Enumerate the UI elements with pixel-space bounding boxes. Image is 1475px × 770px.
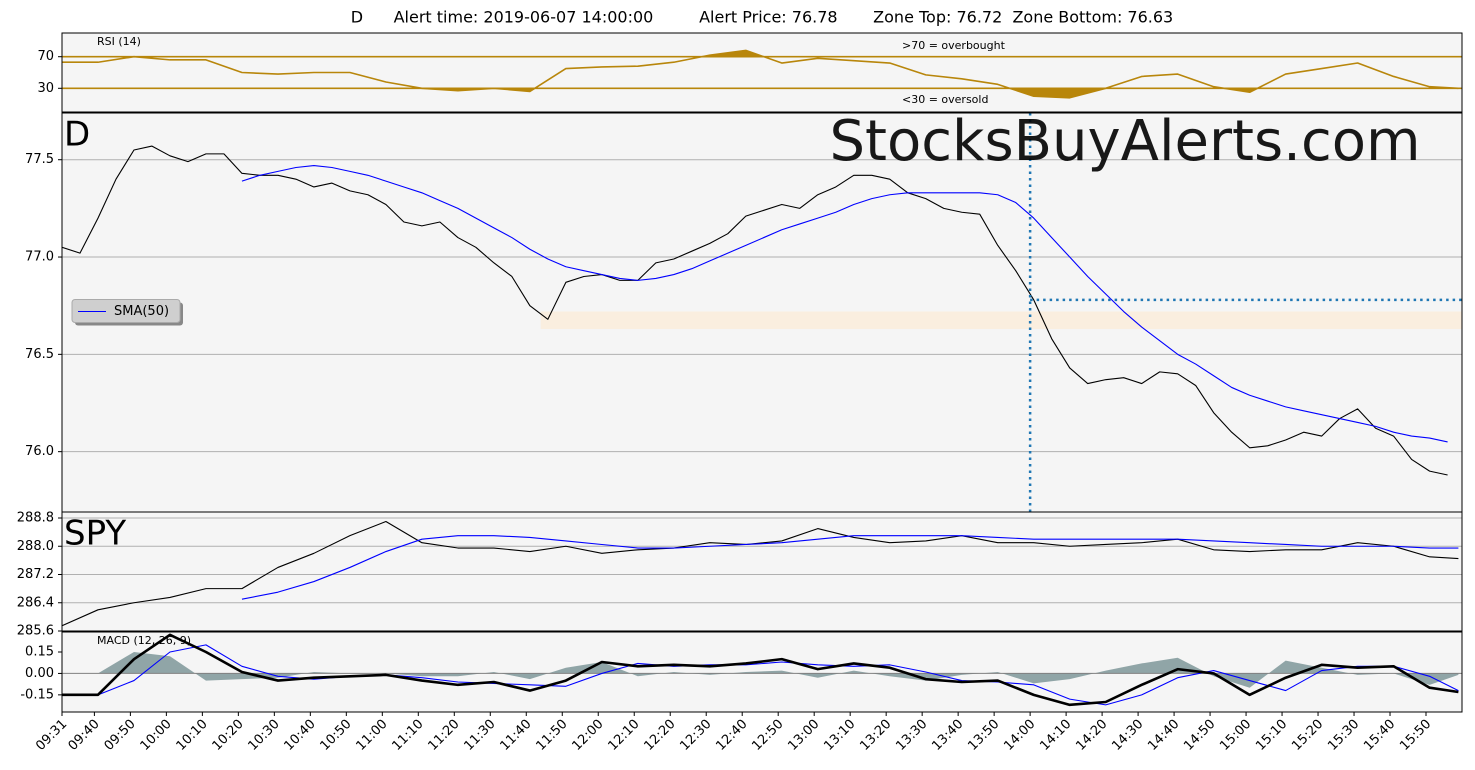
panel-label: RSI (14) [97, 35, 141, 48]
x-tick-label: 10:30 [246, 717, 283, 754]
y-tick-label: 288.8 [17, 511, 54, 526]
series-line [241, 165, 1448, 443]
y-tick-label: 77.5 [25, 152, 54, 167]
series-line [62, 633, 1459, 707]
panel-label: D [64, 115, 90, 155]
y-tick-label: 76.5 [25, 347, 54, 362]
x-tick-label: 09:40 [66, 717, 103, 754]
panel-background [62, 33, 1462, 112]
y-tick-label: 76.0 [25, 444, 54, 459]
plot-area [62, 49, 1462, 99]
x-tick-label: 11:50 [533, 717, 570, 754]
x-tick-label: 11:20 [425, 717, 462, 754]
x-tick-label: 15:00 [1217, 717, 1254, 754]
watermark: StocksBuyAlerts.com [829, 109, 1420, 174]
x-tick-label: 10:40 [282, 717, 319, 754]
series-line [62, 644, 1459, 706]
y-tick-label: 285.6 [17, 624, 54, 639]
x-tick-label: 09:50 [102, 717, 139, 754]
x-tick-label: 15:10 [1253, 717, 1290, 754]
series-line [62, 49, 1459, 99]
panel-frame [61, 631, 1463, 713]
series-line [241, 535, 1459, 600]
y-tick-label: 287.2 [17, 567, 54, 582]
x-tick-label: 14:10 [1037, 717, 1074, 754]
x-tick-label: 12:50 [749, 717, 786, 754]
plot-area [62, 517, 1462, 631]
x-tick-label: 13:20 [857, 717, 894, 754]
x-tick-label: 15:30 [1325, 717, 1362, 754]
x-tick-label: 15:20 [1289, 717, 1326, 754]
y-tick-label: 0.00 [25, 666, 54, 681]
x-tick-label: 15:50 [1397, 717, 1434, 754]
annotation: >70 = overbought [902, 39, 1006, 52]
panel-frame [61, 32, 1463, 113]
panel-label: MACD (12, 26, 9) [97, 634, 191, 647]
x-tick-label: 12:20 [641, 717, 678, 754]
y-tick-label: 30 [37, 81, 54, 96]
x-tick-label: 10:00 [138, 717, 175, 754]
y-tick-label: 0.15 [25, 645, 54, 660]
x-tick-label: 10:10 [174, 717, 211, 754]
x-tick-label: 12:30 [677, 717, 714, 754]
annotation: <30 = oversold [902, 93, 988, 106]
x-tick-label: 15:40 [1361, 717, 1398, 754]
legend-box [71, 299, 181, 323]
chart-title: D Alert time: 2019-06-07 14:00:00 Alert … [351, 8, 1173, 27]
x-tick-label: 13:50 [965, 717, 1002, 754]
x-tick-label: 14:00 [1001, 717, 1038, 754]
x-tick-label: 11:00 [354, 717, 391, 754]
legend-label: SMA(50) [114, 304, 169, 319]
y-tick-label: -0.15 [20, 687, 54, 702]
plot-area [62, 633, 1462, 707]
plot-area [62, 113, 1462, 512]
x-tick-label: 12:00 [569, 717, 606, 754]
x-tick-label: 12:40 [713, 717, 750, 754]
x-tick-label: 11:30 [461, 717, 498, 754]
y-tick-label: 286.4 [17, 595, 54, 610]
x-tick-label: 13:00 [785, 717, 822, 754]
y-tick-label: 70 [37, 49, 54, 64]
x-tick-label: 11:40 [497, 717, 534, 754]
x-tick-label: 13:10 [821, 717, 858, 754]
x-tick-label: 14:40 [1145, 717, 1182, 754]
x-tick-label: 14:20 [1073, 717, 1110, 754]
panel-label: SPY [64, 514, 126, 554]
y-tick-label: 77.0 [25, 250, 54, 265]
x-tick-label: 14:30 [1109, 717, 1146, 754]
x-tick-label: 10:50 [318, 717, 355, 754]
series-line [62, 145, 1448, 476]
alert-zone [540, 311, 1462, 330]
y-tick-label: 288.0 [17, 539, 54, 554]
x-tick-label: 11:10 [390, 717, 427, 754]
panel-background [62, 512, 1462, 631]
x-tick-label: 10:20 [210, 717, 247, 754]
panel-frame [61, 511, 1463, 632]
x-tick-label: 09:31 [33, 717, 70, 754]
x-tick-label: 13:40 [929, 717, 966, 754]
x-tick-label: 12:10 [605, 717, 642, 754]
series-line [62, 520, 1459, 627]
x-tick-label: 13:30 [893, 717, 930, 754]
threshold-fill [421, 88, 1258, 98]
x-tick-label: 14:50 [1181, 717, 1218, 754]
